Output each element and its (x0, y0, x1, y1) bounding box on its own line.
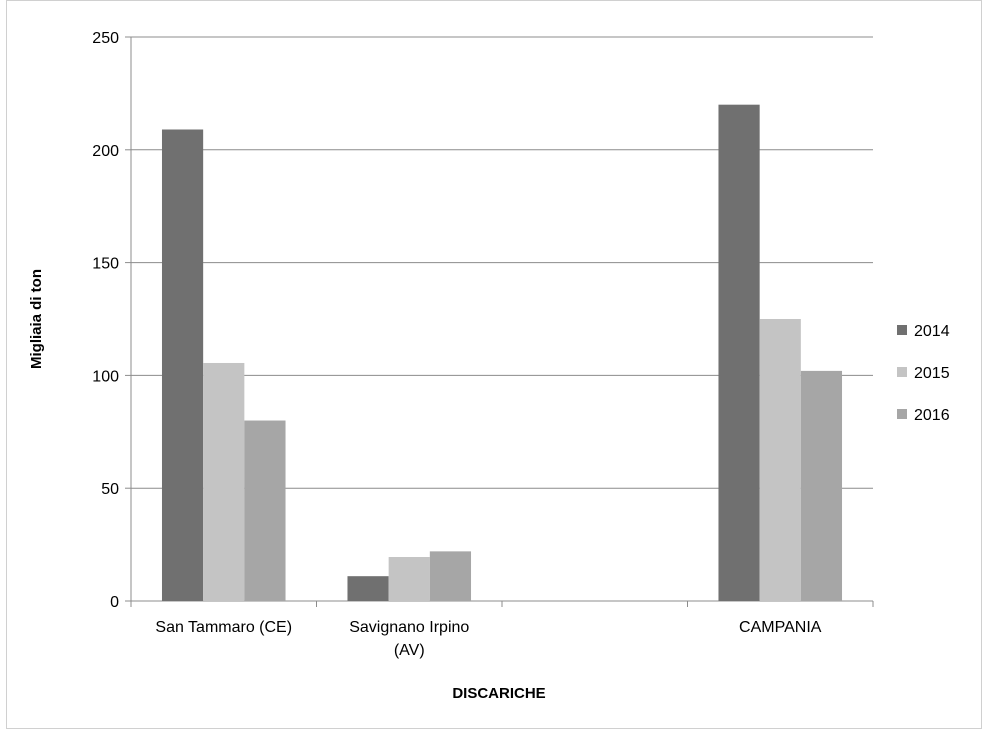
x-axis-title: DISCARICHE (452, 685, 545, 702)
y-tick-label: 0 (110, 594, 119, 611)
bar-2015 (388, 557, 430, 601)
y-tick-label: 100 (92, 368, 119, 385)
y-tick-label: 50 (101, 481, 119, 498)
legend-label: 2014 (914, 323, 950, 340)
legend-swatch-2015 (897, 367, 907, 377)
bar-2015 (203, 362, 245, 601)
bar-2014 (161, 129, 204, 601)
legend-label: 2016 (914, 407, 950, 424)
y-tick-label: 250 (92, 30, 119, 47)
bar-2014 (347, 576, 389, 601)
x-category-label: (AV) (394, 642, 425, 659)
y-tick-label: 150 (92, 256, 119, 273)
y-axis-title: Migliaia di ton (28, 269, 45, 369)
bar-2016 (429, 551, 472, 601)
bar-2016 (800, 370, 843, 601)
legend-swatch-2014 (897, 325, 907, 335)
legend-swatch-2016 (897, 409, 907, 419)
bar-2014 (718, 104, 760, 602)
x-category-label: Savignano Irpino (349, 619, 469, 636)
bar-2015 (759, 319, 801, 601)
legend-label: 2015 (914, 365, 950, 382)
x-category-label: San Tammaro (CE) (155, 619, 292, 636)
y-tick-label: 200 (92, 143, 119, 160)
bar-2016 (244, 420, 286, 601)
x-category-label: CAMPANIA (739, 619, 822, 636)
